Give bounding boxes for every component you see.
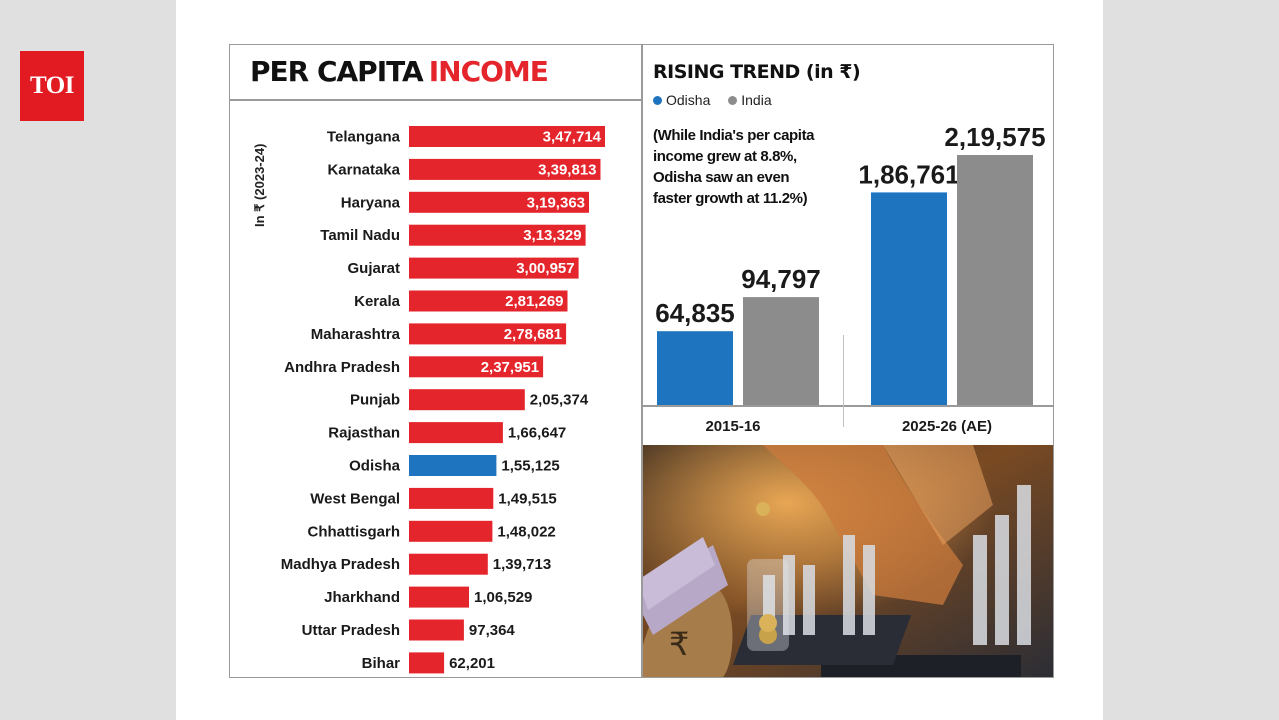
trend-legend: Odisha India bbox=[653, 91, 786, 108]
value-label-tamil-nadu: 3,13,329 bbox=[523, 227, 581, 244]
bar-jharkhand bbox=[409, 586, 469, 608]
bar-telangana bbox=[409, 126, 605, 147]
bar-punjab bbox=[409, 389, 525, 411]
value-label-uttar-pradesh: 97,364 bbox=[469, 622, 516, 639]
bar-odisha bbox=[409, 455, 497, 476]
value-label-india-2025-26-ae: 2,19,575 bbox=[944, 122, 1045, 152]
rising-trend-panel: RISING TREND (in ₹) Odisha India (While … bbox=[643, 45, 1053, 445]
state-label-madhya-pradesh: Madhya Pradesh bbox=[281, 556, 400, 573]
state-label-west-bengal: West Bengal bbox=[310, 490, 400, 507]
state-label-punjab: Punjab bbox=[350, 392, 400, 409]
bar-west-bengal bbox=[409, 487, 494, 509]
logo-text: TOI bbox=[30, 72, 74, 99]
state-label-jharkhand: Jharkhand bbox=[324, 589, 400, 606]
value-label-india-2015-16: 94,797 bbox=[741, 264, 821, 294]
category-label-2025-26-ae: 2025-26 (AE) bbox=[902, 418, 992, 435]
panel-title: PER CAPITA INCOME bbox=[250, 55, 549, 88]
state-label-gujarat: Gujarat bbox=[347, 260, 400, 277]
state-label-chhattisgarh: Chhattisgarh bbox=[307, 523, 400, 540]
value-label-rajasthan: 1,66,647 bbox=[508, 425, 566, 442]
legend-odisha-swatch bbox=[653, 95, 662, 105]
state-label-rajasthan: Rajasthan bbox=[328, 425, 400, 442]
infographic: PER CAPITA INCOME In ₹ (2023-24) Telangan… bbox=[229, 44, 1054, 678]
value-label-odisha: 1,55,125 bbox=[501, 458, 559, 475]
state-label-uttar-pradesh: Uttar Pradesh bbox=[302, 622, 400, 639]
category-label-2015-16: 2015-16 bbox=[705, 418, 760, 435]
per-capita-panel: PER CAPITA INCOME In ₹ (2023-24) Telangan… bbox=[230, 45, 642, 677]
toi-logo[interactable]: TOI bbox=[20, 51, 84, 121]
legend-india-label: India bbox=[741, 92, 772, 109]
value-label-gujarat: 3,00,957 bbox=[516, 260, 574, 277]
state-label-kerala: Kerala bbox=[354, 293, 401, 310]
value-label-jharkhand: 1,06,529 bbox=[474, 589, 532, 606]
bar-odisha-2025-26-ae bbox=[871, 192, 947, 405]
bar-madhya-pradesh bbox=[409, 553, 488, 575]
value-label-karnataka: 3,39,813 bbox=[538, 161, 596, 178]
bar-uttar-pradesh bbox=[409, 619, 464, 641]
money-growth-photo: ₹ bbox=[643, 445, 1053, 677]
state-label-andhra-pradesh: Andhra Pradesh bbox=[284, 359, 400, 376]
x-axis-line bbox=[643, 405, 1053, 407]
bar-rajasthan bbox=[409, 422, 503, 444]
bar-karnataka bbox=[409, 158, 601, 180]
value-label-telangana: 3,47,714 bbox=[543, 129, 602, 146]
bar-andhra-pradesh bbox=[409, 356, 544, 378]
state-label-maharashtra: Maharashtra bbox=[311, 326, 401, 343]
state-label-bihar: Bihar bbox=[362, 655, 401, 672]
trend-title: RISING TREND (in ₹) bbox=[653, 61, 861, 83]
state-label-karnataka: Karnataka bbox=[327, 161, 400, 178]
value-label-odisha-2025-26-ae: 1,86,761 bbox=[858, 159, 959, 189]
value-label-odisha-2015-16: 64,835 bbox=[655, 298, 735, 328]
value-label-bihar: 62,201 bbox=[449, 655, 495, 672]
title-part1: PER CAPITA bbox=[250, 55, 424, 88]
bar-kerala bbox=[409, 290, 568, 312]
rupee-symbol-icon: ₹ bbox=[669, 625, 689, 663]
value-label-kerala: 2,81,269 bbox=[505, 293, 563, 310]
value-label-maharashtra: 2,78,681 bbox=[504, 326, 562, 343]
state-label-telangana: Telangana bbox=[327, 129, 401, 146]
value-label-west-bengal: 1,49,515 bbox=[498, 490, 556, 507]
bar-odisha-2015-16 bbox=[657, 331, 733, 405]
bar-bihar bbox=[409, 652, 445, 674]
state-label-haryana: Haryana bbox=[341, 194, 401, 211]
bar-haryana bbox=[409, 191, 589, 213]
growth-note: (While India's per capita income grew at… bbox=[653, 127, 815, 207]
legend-india-swatch bbox=[728, 95, 738, 105]
bar-tamil-nadu bbox=[409, 224, 586, 246]
title-divider bbox=[230, 99, 642, 101]
value-label-haryana: 3,19,363 bbox=[527, 194, 585, 211]
state-label-tamil-nadu: Tamil Nadu bbox=[320, 227, 400, 244]
value-label-madhya-pradesh: 1,39,713 bbox=[493, 556, 551, 573]
title-part2: INCOME bbox=[428, 55, 549, 88]
bar-gujarat bbox=[409, 257, 579, 279]
bar-india-2025-26-ae bbox=[957, 155, 1033, 405]
legend-odisha-label: Odisha bbox=[666, 92, 711, 109]
state-label-odisha: Odisha bbox=[349, 458, 401, 475]
panel-divider bbox=[641, 45, 643, 677]
bar-chhattisgarh bbox=[409, 520, 493, 542]
bar-india-2015-16 bbox=[743, 297, 819, 405]
value-label-punjab: 2,05,374 bbox=[530, 392, 589, 409]
group-divider bbox=[843, 335, 844, 427]
value-label-andhra-pradesh: 2,37,951 bbox=[481, 359, 539, 376]
bar-maharashtra bbox=[409, 323, 567, 345]
value-label-chhattisgarh: 1,48,022 bbox=[497, 523, 555, 540]
